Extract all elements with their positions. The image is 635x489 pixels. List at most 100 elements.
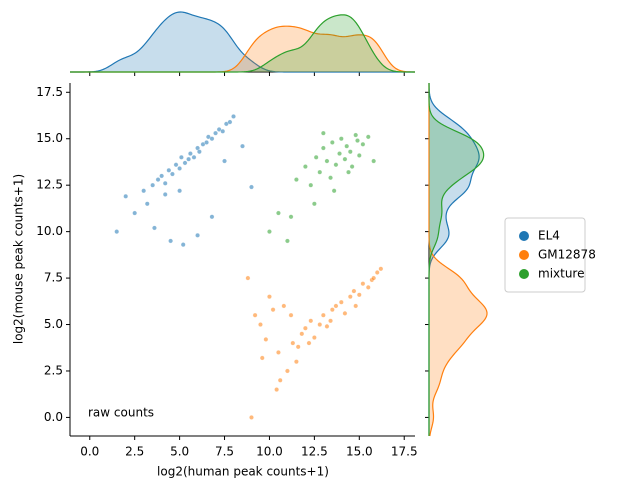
top-kde-line — [69, 11, 415, 73]
top-kde-line — [70, 14, 416, 73]
y-tick-label: 7.5 — [44, 271, 63, 285]
point — [231, 114, 236, 119]
right-kde-area — [429, 83, 480, 436]
y-axis-label: log2(mouse peak counts+1) — [12, 174, 26, 344]
point — [285, 238, 290, 244]
point — [331, 188, 337, 194]
point — [227, 119, 233, 125]
point — [240, 143, 245, 149]
point — [328, 318, 333, 324]
point — [317, 169, 323, 175]
point — [356, 292, 362, 298]
point — [195, 145, 200, 151]
point — [295, 344, 301, 350]
right-kde-line — [428, 83, 485, 436]
legend-label: mixture — [538, 267, 585, 281]
point — [180, 242, 186, 247]
point — [168, 238, 173, 244]
point — [347, 294, 353, 300]
point — [333, 162, 339, 168]
point — [371, 275, 377, 281]
point — [267, 294, 272, 300]
point — [188, 151, 193, 156]
point — [346, 169, 351, 175]
point — [179, 154, 184, 160]
point — [191, 154, 197, 160]
point — [321, 145, 326, 151]
point — [333, 303, 339, 309]
point — [132, 210, 138, 216]
point — [308, 182, 314, 188]
point — [249, 415, 254, 420]
point — [303, 325, 308, 331]
point — [186, 156, 191, 162]
point — [150, 182, 156, 188]
point — [258, 322, 263, 327]
right-kde-line — [428, 83, 488, 437]
right-kde-area — [429, 83, 484, 436]
point — [173, 162, 179, 168]
point — [344, 143, 350, 149]
point — [288, 312, 294, 318]
point — [338, 299, 344, 305]
point — [267, 229, 272, 234]
point — [274, 387, 279, 392]
top-kde-area — [70, 14, 415, 73]
point — [294, 177, 299, 182]
point — [155, 177, 161, 182]
point — [144, 201, 150, 207]
point — [263, 337, 269, 342]
x-tick-label: 15.0 — [346, 445, 373, 459]
point — [349, 164, 355, 169]
top-kde-area — [70, 26, 415, 73]
point — [324, 158, 330, 164]
point — [276, 210, 281, 216]
x-axis-label: log2(human peak counts+1) — [157, 465, 329, 479]
point — [353, 132, 359, 138]
point — [177, 166, 182, 171]
x-tick-label: 10.0 — [256, 445, 283, 459]
legend-label: EL4 — [538, 229, 560, 243]
x-tick-label: 17.5 — [391, 445, 418, 459]
point — [290, 340, 296, 346]
point — [351, 288, 357, 294]
point — [312, 201, 317, 207]
point — [123, 193, 129, 199]
point — [249, 184, 254, 190]
point — [285, 368, 290, 374]
y-tick-label: 17.5 — [36, 85, 63, 99]
point — [299, 331, 305, 337]
x-tick-label: 7.5 — [215, 445, 234, 459]
point — [197, 149, 202, 155]
y-tick-label: 10.0 — [36, 224, 63, 238]
point — [306, 340, 312, 346]
point — [276, 350, 281, 355]
point — [321, 130, 326, 136]
point — [342, 156, 348, 162]
point — [337, 151, 342, 156]
y-tick-label: 12.5 — [36, 178, 63, 192]
point — [270, 307, 276, 313]
point — [288, 214, 294, 220]
point — [317, 322, 323, 327]
x-tick-label: 12.5 — [301, 445, 328, 459]
point — [170, 171, 175, 177]
point — [195, 232, 200, 238]
y-tick-label: 2.5 — [44, 363, 63, 377]
point — [152, 225, 157, 231]
point — [252, 312, 258, 318]
point — [360, 281, 366, 287]
y-tick-label: 0.0 — [44, 410, 63, 424]
point — [328, 175, 333, 181]
point — [141, 188, 147, 194]
legend-marker — [519, 231, 529, 241]
point — [365, 285, 371, 290]
point — [355, 138, 360, 143]
annotation: raw counts — [88, 406, 154, 420]
point — [259, 355, 265, 361]
point — [177, 188, 182, 194]
point — [356, 153, 362, 158]
point — [312, 335, 317, 340]
point — [365, 134, 371, 140]
